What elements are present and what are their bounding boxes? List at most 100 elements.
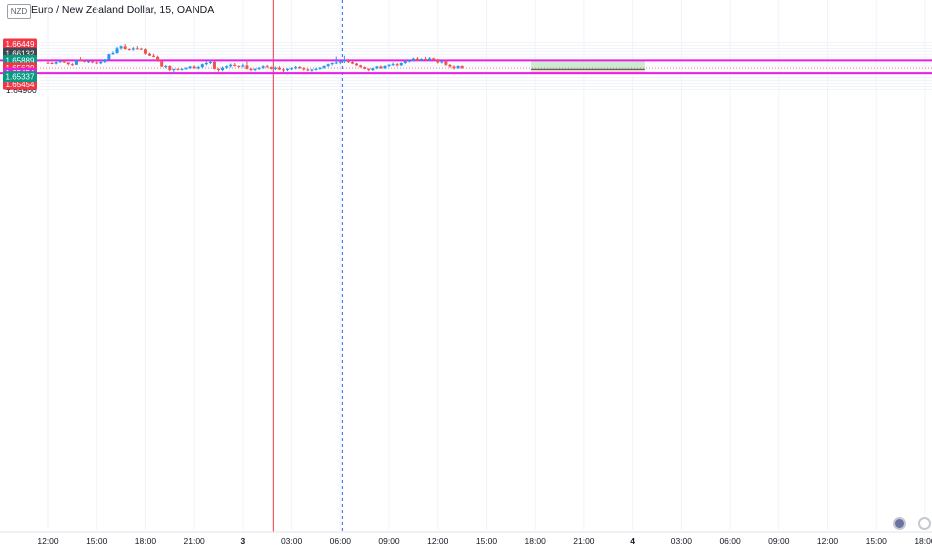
candle-body [172, 68, 176, 71]
candle-body [83, 60, 87, 62]
candle-body [281, 69, 285, 71]
time-tick-label: 18:00 [914, 536, 932, 546]
profit-zone-active [531, 68, 645, 70]
candle-body [383, 65, 387, 69]
candle-body [62, 60, 66, 63]
candle-body [196, 67, 200, 69]
price-label-text: 1.65454 [6, 80, 35, 89]
candle-body [403, 61, 407, 64]
candle-body [330, 63, 334, 65]
time-tick-label: 06:00 [330, 536, 352, 546]
candle-body [95, 62, 99, 64]
candle-body [306, 69, 310, 71]
price-label-box [3, 71, 37, 83]
candle-body [424, 58, 428, 61]
candle-body [326, 64, 330, 66]
currency-badge[interactable]: NZD [7, 4, 31, 19]
candle-body [152, 55, 156, 57]
time-tick-label: 3 [241, 536, 246, 546]
candle-body [241, 65, 245, 67]
price-label-text: 1.66132 [6, 49, 35, 58]
price-label-box [3, 38, 37, 50]
price-label-text: 1.65337 [6, 73, 35, 82]
candle-body [415, 58, 419, 61]
candle-body [379, 66, 383, 69]
candle-body [265, 66, 269, 68]
candle-body [342, 60, 346, 62]
candle-body [164, 65, 168, 67]
vertical-lines [272, 0, 343, 532]
candle-body [184, 68, 188, 70]
candle-body [233, 64, 237, 66]
candle-body [294, 67, 298, 69]
candle-body [367, 68, 371, 71]
candle-body [221, 67, 225, 71]
goto-circle-button[interactable] [918, 517, 931, 530]
candle-body [314, 68, 318, 70]
time-tick-label: 09:00 [378, 536, 400, 546]
candle-body [420, 58, 424, 61]
candle-body [74, 60, 78, 65]
candle-body [359, 65, 363, 68]
price-label-text: 1.66449 [6, 40, 35, 49]
candle-body [237, 65, 241, 67]
candle-body [119, 46, 123, 49]
candle-body [204, 63, 208, 65]
settings-circle-button[interactable] [893, 517, 906, 530]
candle-body [448, 64, 452, 67]
candle-body [391, 64, 395, 66]
candle-body [192, 66, 196, 69]
time-tick-label: 09:00 [768, 536, 790, 546]
candle-body [91, 61, 95, 63]
candle-body [302, 68, 306, 70]
candle-body [253, 68, 257, 71]
candle-body [200, 64, 204, 68]
candle-body [375, 66, 379, 69]
price-label-text: 1.65889 [6, 56, 35, 65]
candle-body [168, 65, 172, 71]
candle-body [46, 62, 50, 64]
candle-body [78, 60, 82, 62]
candle-body [428, 58, 432, 61]
candle-body [286, 68, 290, 71]
candle-body [273, 67, 277, 69]
candle-body [411, 58, 415, 61]
candle-body [123, 46, 127, 49]
candle-body [298, 67, 302, 69]
time-tick-label: 12:00 [37, 536, 59, 546]
candle-body [131, 48, 135, 50]
candle-body [334, 62, 338, 64]
candle-body [249, 68, 253, 71]
candle-body [212, 61, 216, 69]
candle-body [245, 65, 249, 69]
time-tick-label: 03:00 [281, 536, 303, 546]
candle-body [387, 64, 391, 66]
candle-body [50, 63, 54, 65]
candle-body [351, 62, 354, 64]
candle-body [135, 48, 139, 50]
candle-body [176, 68, 180, 70]
candle-body [160, 61, 164, 67]
time-tick-label: 21:00 [573, 536, 595, 546]
candle-body [395, 64, 399, 66]
candle-body [355, 63, 359, 66]
candle-body [115, 48, 119, 54]
candle-body [436, 60, 440, 63]
candle-body [440, 61, 444, 63]
candle-body [456, 65, 460, 69]
candle-body [322, 65, 326, 68]
candle-body [54, 62, 58, 64]
time-tick-label: 12:00 [427, 536, 449, 546]
candle-body [99, 61, 103, 64]
candle-body [139, 48, 143, 50]
candle-body [156, 56, 160, 62]
horizontal-lines [0, 59, 932, 75]
candle-body [460, 65, 464, 69]
candle-body [70, 64, 74, 66]
candle-body [58, 60, 62, 63]
candle-body [188, 66, 192, 69]
candle-body [290, 68, 294, 70]
candle-body [346, 60, 350, 63]
price-labels: 1.664491.661321.658891.658891.6562901:15… [3, 38, 37, 90]
